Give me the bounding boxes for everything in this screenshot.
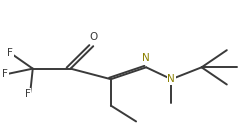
Text: N: N (142, 53, 150, 63)
Text: N: N (168, 74, 175, 84)
Text: O: O (89, 32, 97, 42)
Text: F: F (25, 89, 31, 99)
Text: F: F (2, 69, 8, 79)
Text: F: F (7, 48, 13, 58)
